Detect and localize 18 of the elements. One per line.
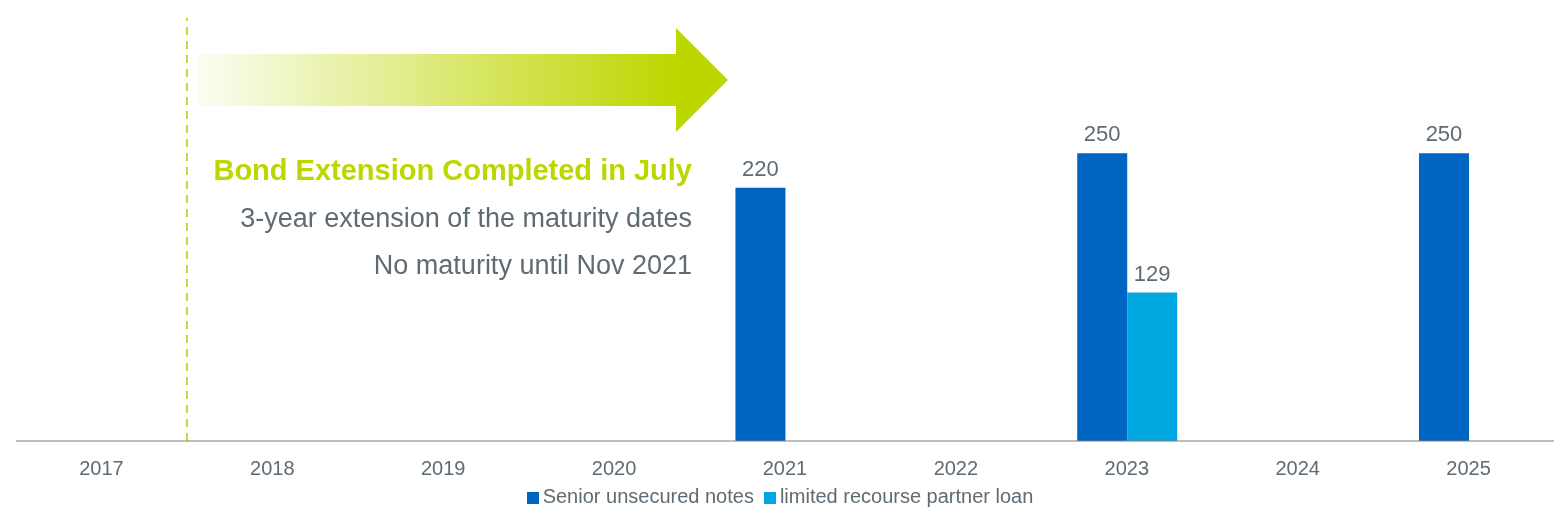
x-tick-label: 2024 xyxy=(1275,457,1320,480)
x-tick-label: 2020 xyxy=(591,457,637,480)
x-tick-label: 2021 xyxy=(762,457,808,480)
x-tick-label: 2017 xyxy=(79,457,124,480)
data-label: 129 xyxy=(1133,260,1171,286)
legend-label: limited recourse partner loan xyxy=(779,485,1034,507)
x-tick-label: 2025 xyxy=(1446,457,1491,480)
data-label: 250 xyxy=(1425,121,1463,147)
data-label: 250 xyxy=(1083,121,1121,147)
x-tick-label: 2018 xyxy=(250,457,295,480)
x-tick-label: 2022 xyxy=(933,457,979,480)
annotation: 3-year extension of the maturity dates xyxy=(239,203,692,234)
data-label: 220 xyxy=(742,155,779,181)
x-tick-label: 2023 xyxy=(1104,457,1150,480)
annotation: No maturity until Nov 2021 xyxy=(372,250,692,281)
annotation: Bond Extension Completed in July xyxy=(213,154,692,187)
x-tick-label: 2019 xyxy=(420,457,466,480)
legend-label: Senior unsecured notes xyxy=(542,485,754,507)
